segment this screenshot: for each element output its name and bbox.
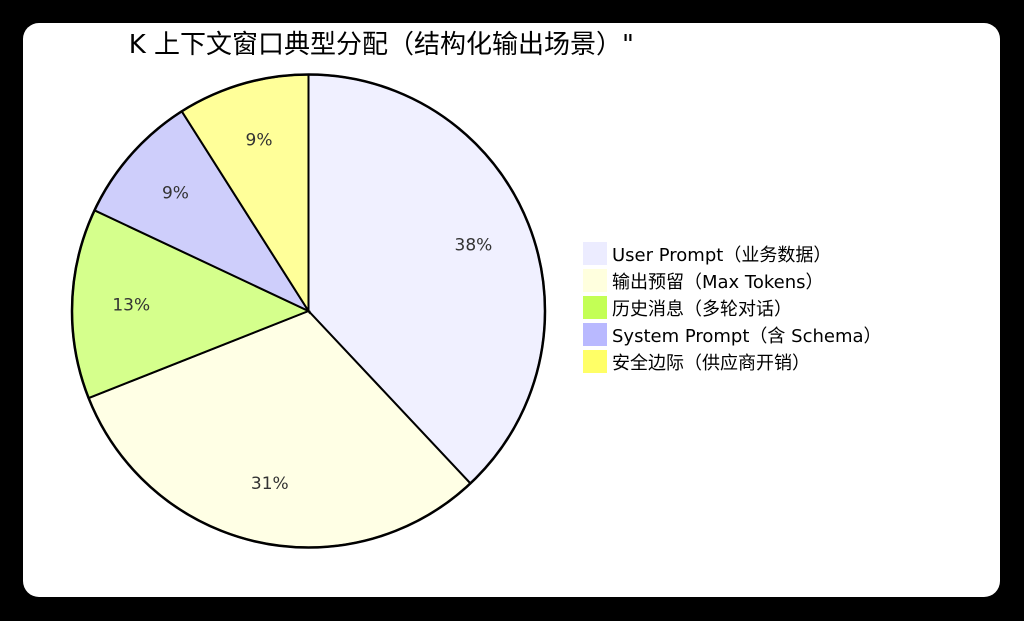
legend-swatch <box>583 323 607 346</box>
legend-swatch <box>583 350 607 373</box>
pie-labels: 38% 31% 13% 9% 9% <box>112 131 492 494</box>
legend-label: 历史消息（多轮对话） <box>612 298 792 320</box>
pie-slices <box>70 73 547 549</box>
pie-outline <box>70 73 547 549</box>
pie-slice-label: 38% <box>455 236 493 256</box>
pie-slice-label: 9% <box>162 184 189 204</box>
legend-label: User Prompt（业务数据） <box>612 244 832 266</box>
legend: User Prompt（业务数据） 输出预留（Max Tokens） 历史消息（… <box>583 240 882 375</box>
legend-item-system-prompt: System Prompt（含 Schema） <box>583 321 882 348</box>
legend-swatch <box>583 296 607 319</box>
legend-label: 安全边际（供应商开销） <box>612 352 810 374</box>
chart-title: K 上下文窗口典型分配（结构化输出场景）" <box>128 30 634 60</box>
legend-item-history: 历史消息（多轮对话） <box>583 294 882 321</box>
pie-chart: 38% 31% 13% 9% 9% <box>70 73 547 549</box>
legend-swatch <box>583 242 607 265</box>
pie-slice-label: 13% <box>112 295 150 315</box>
legend-item-user-prompt: User Prompt（业务数据） <box>583 240 882 267</box>
legend-label: 输出预留（Max Tokens） <box>612 271 824 293</box>
pie-slice-label: 9% <box>246 131 273 151</box>
legend-item-safety-margin: 安全边际（供应商开销） <box>583 348 882 375</box>
legend-swatch <box>583 269 607 292</box>
legend-item-output-reserve: 输出预留（Max Tokens） <box>583 267 882 294</box>
chart-card: K 上下文窗口典型分配（结构化输出场景）" 38% 31% 13% 9% 9% User… <box>23 23 1000 597</box>
legend-label: System Prompt（含 Schema） <box>612 325 882 347</box>
pie-slice-label: 31% <box>251 474 289 494</box>
